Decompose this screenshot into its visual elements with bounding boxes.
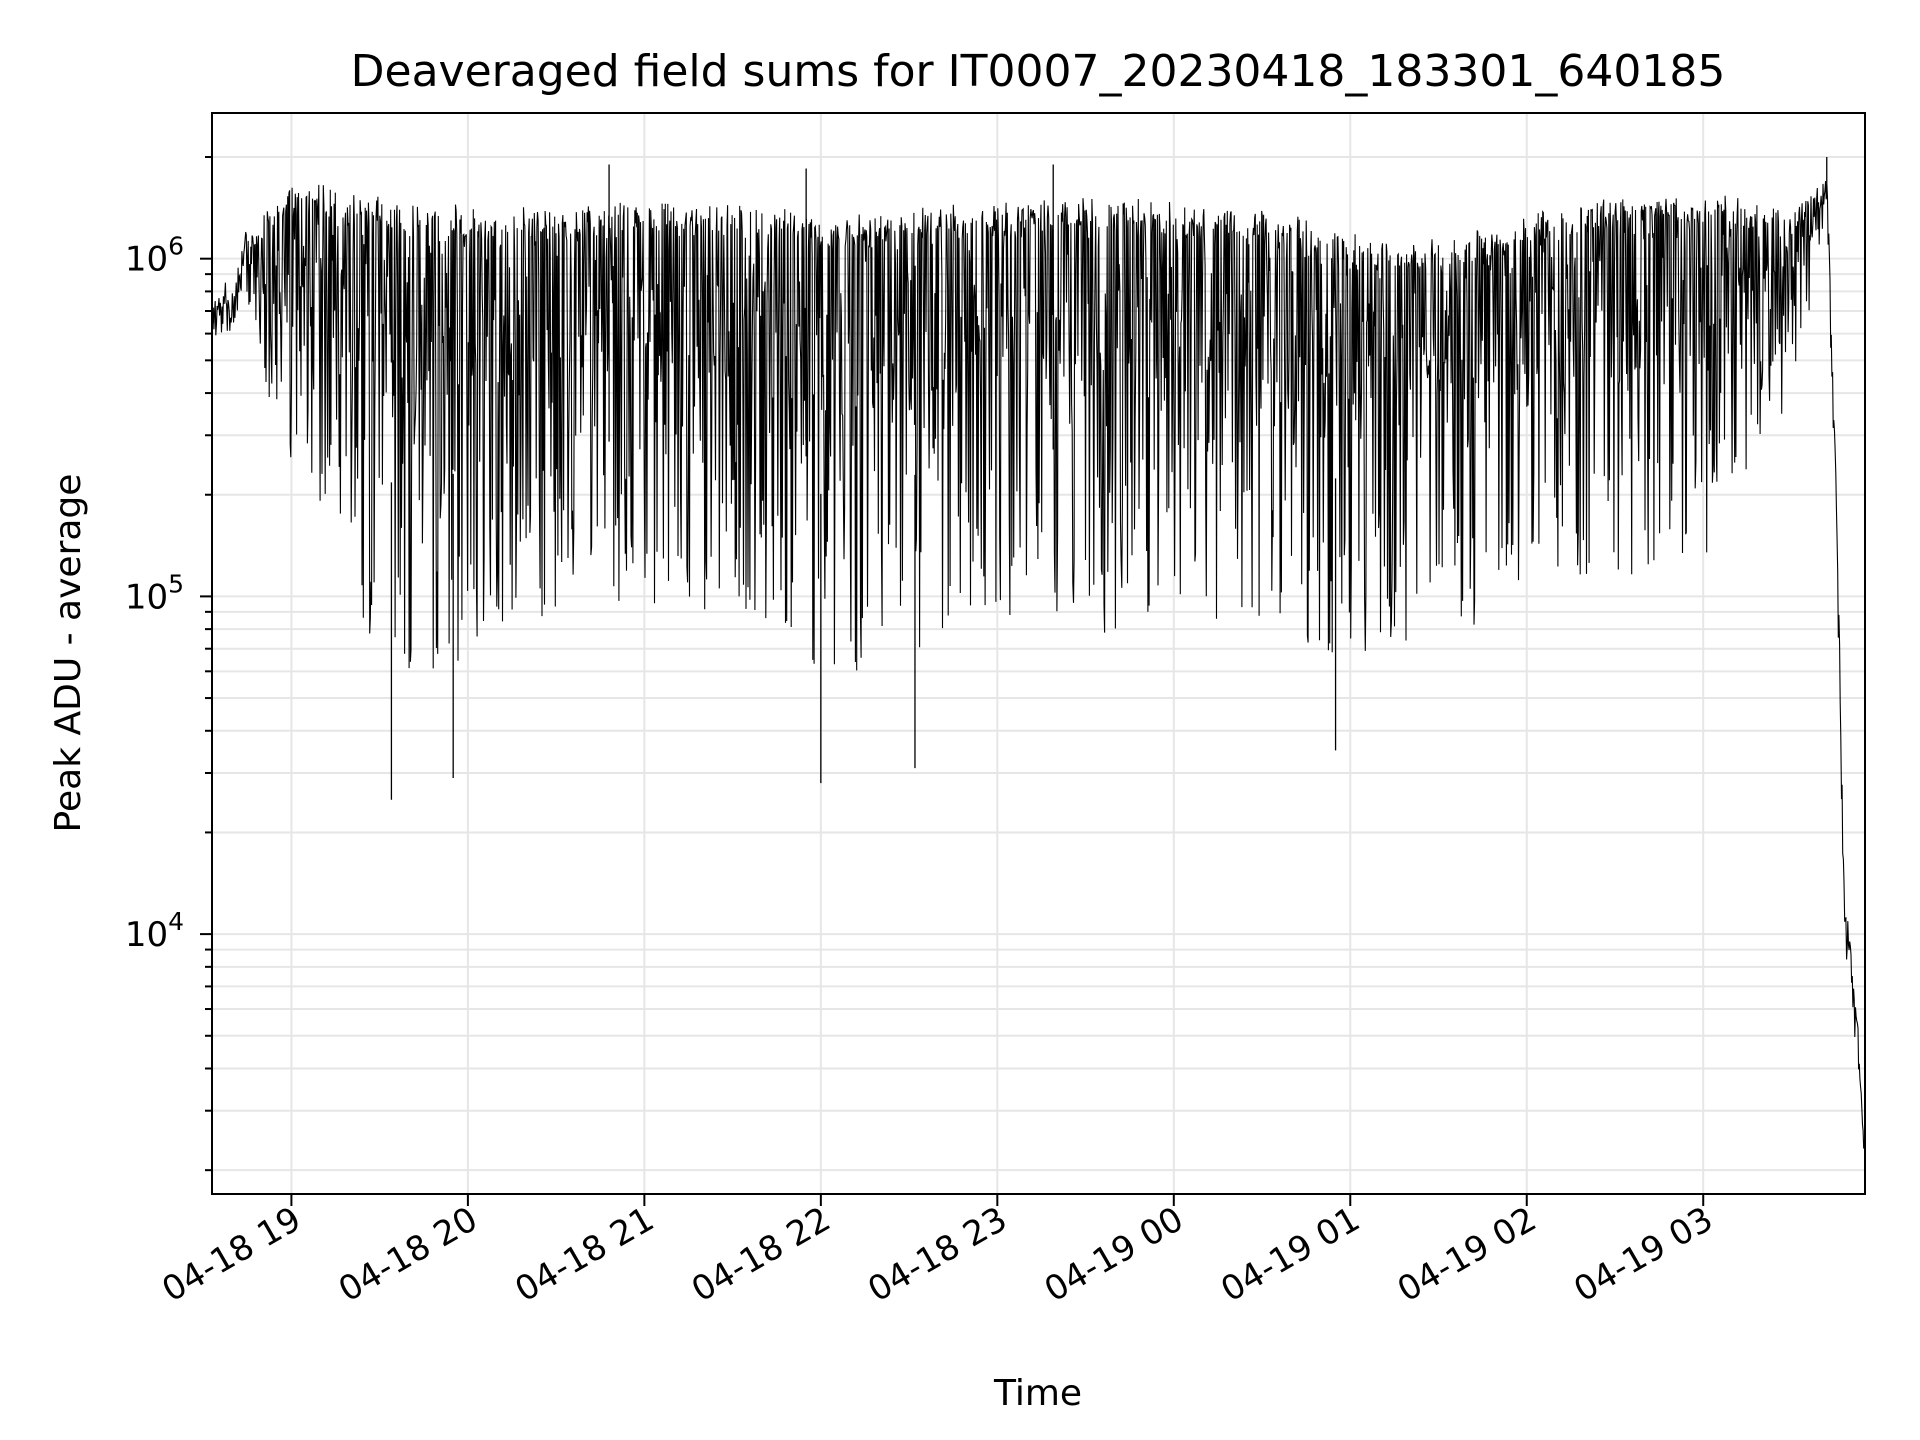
y-tick-label: 104 <box>125 907 184 955</box>
y-tick-exponent: 4 <box>168 907 184 936</box>
y-tick-exponent: 5 <box>168 569 184 598</box>
data-layer <box>211 157 1866 1157</box>
y-tick-base: 10 <box>125 240 168 280</box>
y-tick-label: 105 <box>125 569 184 617</box>
y-tick-exponent: 6 <box>168 232 184 261</box>
x-axis-label: Time <box>993 1373 1082 1414</box>
y-tick-base: 10 <box>125 915 168 955</box>
y-tick-base: 10 <box>125 577 168 617</box>
y-axis-label: Peak ADU - average <box>48 474 89 833</box>
y-tick-label: 106 <box>125 232 184 280</box>
series-line <box>211 181 1866 1157</box>
plot-frame <box>211 112 1866 1195</box>
chart-title: Deaveraged field sums for IT0007_2023041… <box>351 46 1726 97</box>
